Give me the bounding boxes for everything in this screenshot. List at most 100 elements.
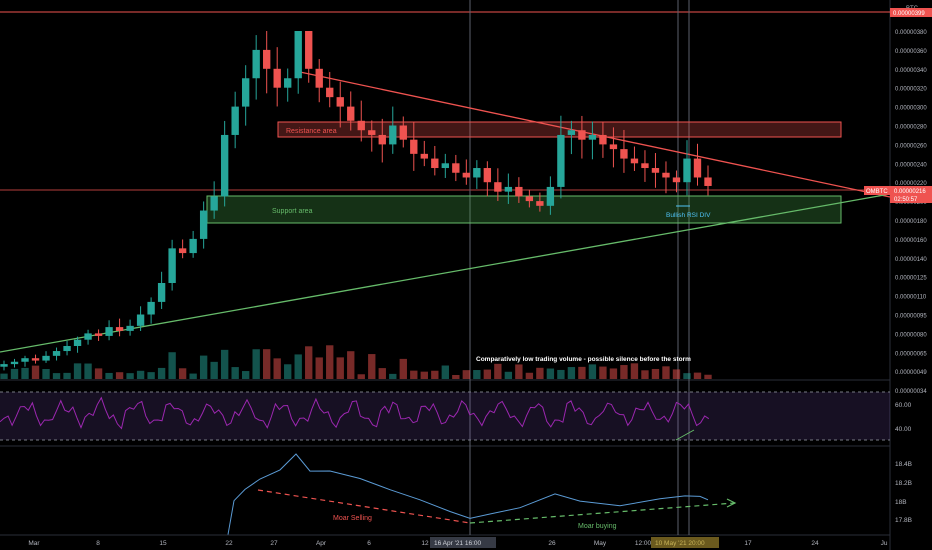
candle-body <box>305 31 313 69</box>
price-tick-label: 0.00000320 <box>895 87 927 93</box>
volume-bar <box>693 372 702 379</box>
volume-bar <box>515 364 523 379</box>
candle-body <box>115 327 124 331</box>
price-tick-label: 0.00000300 <box>895 106 927 112</box>
candle-body <box>473 168 481 178</box>
volume-bar <box>683 373 691 379</box>
candle-body <box>273 68 281 88</box>
candle-body <box>21 358 29 362</box>
candle-body <box>63 346 71 352</box>
volume-bar <box>399 358 407 379</box>
volume-bar <box>410 370 418 379</box>
time-tick-label: 12 <box>421 540 429 547</box>
volume-bar <box>115 372 124 379</box>
candle-body <box>420 153 428 159</box>
resistance-trendline[interactable] <box>299 71 891 198</box>
last-price-label: 0.00000216 <box>894 189 926 195</box>
rsi-div-label: Bullish RSI DIV <box>666 212 711 219</box>
volume-bar <box>651 368 660 379</box>
time-tick-label: Ju <box>881 540 888 547</box>
volume-bar <box>136 370 145 379</box>
candle-body <box>536 201 544 206</box>
price-tick-label: 0.00000200 <box>895 200 927 206</box>
candle-body <box>10 361 19 365</box>
support-zone[interactable] <box>206 195 842 224</box>
candle-body <box>147 301 155 315</box>
volume-bar <box>21 367 29 379</box>
volume-bar <box>462 370 471 379</box>
volume-bar <box>168 352 176 379</box>
volume-bar <box>420 371 428 379</box>
candle-body <box>357 120 365 131</box>
crosshair-time-label-2: 10 May '21 20:00 <box>655 540 705 547</box>
obv-tick-1: 18.2B <box>895 480 912 487</box>
volume-bar <box>599 366 607 379</box>
candle-body <box>410 139 418 154</box>
time-axis-ticks: Mar 8 15 22 27 Apr 6 12 26 May 12:00 17 24 Ju <box>28 540 887 547</box>
volume-bar <box>672 369 681 379</box>
candle-body <box>178 248 187 254</box>
candle-body <box>588 134 597 140</box>
volume-bar <box>178 368 187 379</box>
candle-body <box>515 186 523 197</box>
candle-body <box>210 196 218 211</box>
volume-bar <box>263 349 271 379</box>
candle-body <box>494 182 502 192</box>
support-label: Support area <box>272 208 313 215</box>
time-tick-label: Mar <box>28 540 40 547</box>
volume-bar <box>494 363 502 379</box>
price-tick-label: 0.00000280 <box>895 125 927 131</box>
candle-body <box>220 134 229 197</box>
volume-bar <box>641 370 649 379</box>
volume-bar <box>284 364 292 379</box>
crosshair-time-badge <box>430 537 496 548</box>
candle-body <box>662 172 670 178</box>
candle-body <box>672 177 681 183</box>
volume-bar <box>357 374 365 379</box>
candle-body <box>126 325 134 331</box>
support-trendline[interactable] <box>0 193 891 353</box>
candle-body <box>189 238 197 254</box>
volume-bar <box>389 373 397 379</box>
candle-body <box>525 196 534 202</box>
time-tick-label: 26 <box>548 540 556 547</box>
candle-body <box>693 158 702 178</box>
last-price-ticker: OMBTC <box>866 189 888 195</box>
candle-body <box>42 355 50 361</box>
candle-body <box>389 125 397 145</box>
volume-bar <box>147 372 155 379</box>
price-tick-label: 0.00000260 <box>895 143 927 149</box>
obv-line <box>227 453 709 535</box>
rsi-band <box>0 392 890 440</box>
volume-bar <box>588 364 597 379</box>
candle-body <box>231 106 239 135</box>
volume-bar <box>189 373 197 379</box>
volume-bar <box>704 374 712 379</box>
crosshair-time-label: 16 Apr '21 16:00 <box>434 540 482 547</box>
volume-bar <box>0 373 8 379</box>
volume-bar <box>567 367 576 379</box>
candle-body <box>683 158 691 183</box>
candle-body <box>651 168 660 173</box>
price-tick-label: 0.00000034 <box>895 389 927 395</box>
time-tick-label: 17 <box>744 540 752 547</box>
rsi-div-line <box>675 429 695 441</box>
candle-body <box>315 68 323 88</box>
obv-sell-label: Moar Selling <box>333 515 372 522</box>
volume-bar <box>536 367 544 379</box>
price-tick-label: 0.00000080 <box>895 332 927 338</box>
candle-body <box>94 333 103 336</box>
price-tick-label: 0.00000360 <box>895 49 927 55</box>
time-tick-label: Apr <box>316 540 327 547</box>
price-tick-label: 0.00000240 <box>895 162 927 168</box>
candle-body <box>326 87 334 98</box>
candle-body <box>263 49 271 69</box>
volume-bar <box>241 371 250 379</box>
candle-body <box>378 134 386 145</box>
obv-tick-0: 18.4B <box>895 461 912 468</box>
volume-bar <box>273 358 281 379</box>
price-tick-label: 0.00000065 <box>895 351 927 357</box>
top-value-badge <box>890 8 932 17</box>
candle-body <box>704 177 712 186</box>
